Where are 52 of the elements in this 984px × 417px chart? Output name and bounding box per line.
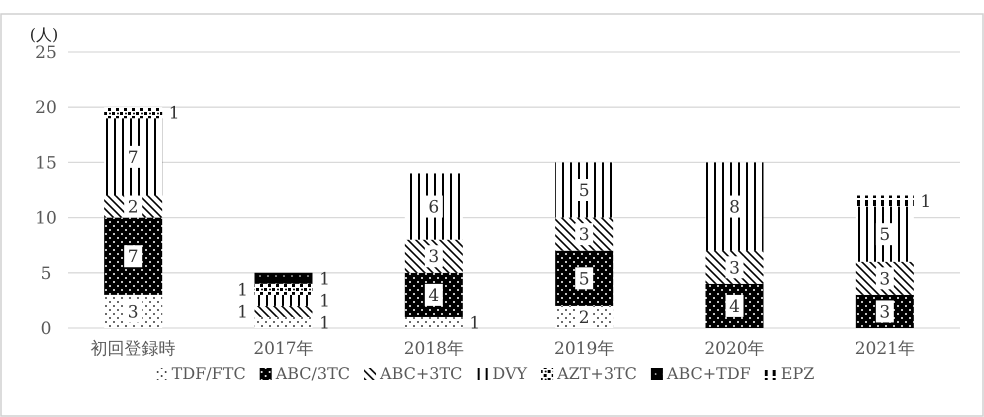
bar [104,118,162,196]
legend-label: DVY [492,364,528,383]
data-label: 6 [428,198,440,218]
data-label: 1 [237,302,248,322]
data-label: 1 [319,269,330,290]
legend-label: EPZ [780,364,814,383]
bar [104,218,162,295]
x-tick-label: 2019年 [554,339,614,359]
data-label: 4 [729,296,740,317]
y-tick-label: 10 [35,208,57,229]
y-tick-label: 15 [35,153,57,174]
data-label: 1 [237,280,248,300]
x-tick-label: 初回登録時 [90,339,176,359]
bar [254,316,312,328]
data-label: 7 [128,148,139,168]
data-label: 1 [319,291,330,312]
x-tick-label: 2017年 [253,339,314,359]
data-label: 5 [578,181,590,201]
x-tick-label: 2020年 [704,339,765,359]
legend-label: AZT+3TC [556,364,637,383]
data-label: 2 [578,308,590,328]
data-label: 5 [879,225,890,246]
data-label: 1 [469,313,480,334]
data-label: 3 [128,302,139,322]
legend-label: ABC+TDF [666,364,751,383]
legend-label: ABC+3TC [379,364,462,383]
data-label: 3 [879,269,890,290]
data-label: 1 [168,104,180,124]
y-tick-label: 5 [40,264,52,284]
data-label: 3 [428,247,440,268]
data-label: 1 [920,192,932,212]
data-label: 3 [729,258,740,278]
y-tick-label: 20 [35,98,57,118]
y-axis-title: (人) [30,25,58,44]
data-label: 3 [879,302,890,322]
data-label: 7 [128,247,139,268]
bar [555,162,614,218]
data-label: 3 [578,225,590,246]
data-label: 5 [578,269,590,290]
x-tick-label: 2018年 [404,339,464,359]
data-label: 4 [428,286,440,306]
bar [254,306,312,317]
data-label: 2 [128,198,139,218]
legend-label: TDF/FTC [172,364,246,383]
y-tick-label: 0 [40,319,52,339]
data-label: 1 [319,313,330,334]
x-tick-label: 2021年 [854,339,915,359]
data-label: 8 [729,198,740,218]
y-tick-label: 25 [35,43,57,63]
bar [555,250,614,306]
bar [706,162,764,251]
legend-label: ABC/3TC [274,364,350,383]
